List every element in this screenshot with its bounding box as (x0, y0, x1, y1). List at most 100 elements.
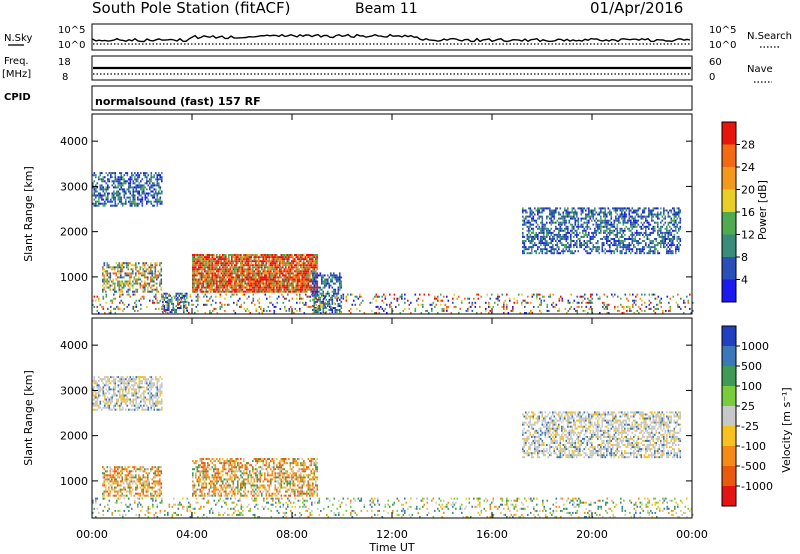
echo-cell (268, 280, 271, 283)
echo-cell (222, 288, 224, 291)
echo-cell (306, 290, 308, 293)
echo-cell (670, 238, 673, 240)
echo-cell (304, 274, 307, 277)
echo-cell (199, 280, 202, 283)
echo-cell (280, 270, 283, 273)
echo-cell (135, 376, 138, 379)
echo-cell (157, 290, 160, 293)
echo-cell (313, 278, 316, 281)
echo-cell (558, 221, 560, 224)
echo-cell (321, 292, 323, 295)
echo-cell (340, 280, 343, 283)
echo-cell (386, 312, 388, 314)
echo-cell (132, 398, 135, 401)
echo-cell (288, 256, 290, 259)
echo-cell (150, 280, 152, 283)
echo-cell (219, 258, 221, 261)
echo-cell (141, 398, 144, 401)
echo-cell (177, 298, 179, 301)
echo-cell (453, 293, 456, 296)
echo-cell (195, 288, 197, 291)
echo-cell (147, 184, 150, 187)
echo-cell (111, 400, 114, 403)
echo-cell (117, 186, 120, 189)
echo-cell (231, 266, 233, 269)
echo-cell (113, 192, 115, 195)
echo-cell (541, 217, 544, 220)
echo-cell (249, 264, 251, 267)
echo-cell (532, 223, 535, 226)
echo-cell (672, 238, 674, 240)
echo-cell (143, 188, 145, 191)
echo-cell (155, 172, 157, 175)
echo-cell (244, 264, 247, 267)
echo-cell (309, 264, 311, 267)
echo-cell (145, 262, 148, 265)
echo-cell (534, 250, 536, 253)
echo-cell (543, 295, 546, 298)
echo-cell (121, 268, 124, 271)
echo-cell (672, 252, 674, 255)
echo-cell (108, 408, 111, 411)
echo-cell (156, 276, 158, 279)
echo-cell (663, 223, 665, 226)
echo-cell (307, 276, 310, 279)
echo-cell (304, 288, 307, 291)
echo-cell (228, 268, 230, 271)
echo-cell (289, 288, 292, 291)
echo-cell (541, 252, 544, 255)
echo-cell (252, 254, 254, 256)
echo-cell (302, 297, 304, 300)
echo-cell (643, 252, 646, 255)
echo-cell (384, 297, 387, 300)
echo-cell (263, 307, 265, 310)
echo-cell (235, 284, 238, 287)
echo-cell (247, 288, 250, 291)
echo-cell (159, 198, 162, 201)
echo-cell (99, 188, 102, 191)
echo-cell (120, 176, 123, 179)
echo-cell (648, 244, 650, 247)
echo-cell (330, 278, 332, 281)
echo-cell (264, 293, 267, 296)
echo-cell (301, 258, 304, 261)
echo-cell (150, 266, 152, 269)
echo-cell (283, 274, 286, 277)
echo-cell (111, 196, 114, 199)
echo-cell (215, 307, 217, 310)
echo-cell (549, 211, 551, 214)
echo-cell (562, 221, 565, 224)
echo-cell (549, 229, 551, 232)
echo-cell (526, 248, 529, 251)
echo-cell (604, 211, 607, 214)
echo-cell (107, 174, 109, 177)
echo-cell (550, 221, 553, 224)
echo-cell (660, 213, 662, 216)
echo-cell (541, 219, 544, 222)
echo-cell (252, 286, 254, 289)
echo-cell (561, 238, 563, 240)
echo-cell (509, 299, 511, 302)
echo-cell (610, 225, 613, 228)
echo-cell (564, 229, 566, 232)
echo-cell (639, 297, 642, 300)
echo-cell (270, 276, 272, 279)
echo-cell (295, 268, 298, 271)
echo-cell (648, 215, 650, 218)
echo-cell (232, 276, 235, 279)
echo-cell (541, 209, 544, 212)
echo-cell (184, 307, 187, 309)
echo-cell (140, 180, 142, 183)
echo-cell (588, 219, 590, 222)
echo-cell (603, 244, 605, 247)
echo-cell (277, 276, 280, 279)
echo-cell (181, 296, 184, 299)
echo-cell (657, 211, 659, 214)
echo-cell (532, 231, 535, 234)
echo-cell (156, 262, 158, 265)
echo-cell (241, 278, 244, 281)
echo-cell (225, 270, 227, 273)
echo-cell (307, 286, 310, 289)
echo-cell (619, 207, 622, 210)
echo-cell (105, 380, 108, 383)
